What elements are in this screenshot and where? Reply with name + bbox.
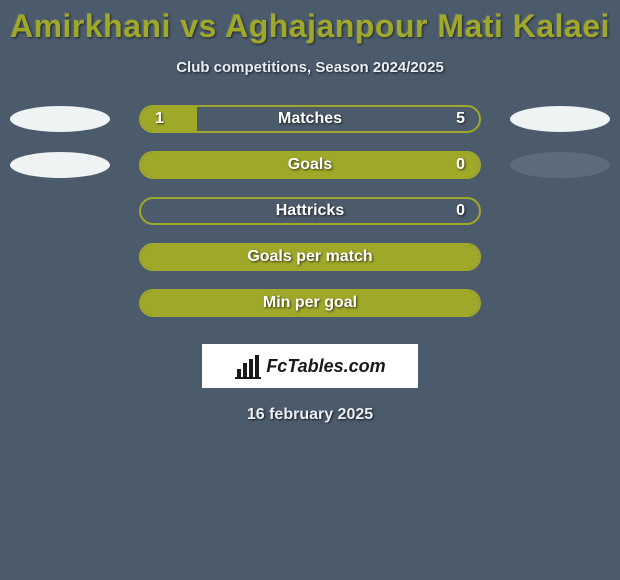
page-title: Amirkhani vs Aghajanpour Mati Kalaei [10, 8, 610, 45]
stat-row: Min per goal [0, 288, 620, 318]
stat-row: Goals0 [0, 150, 620, 180]
comparison-widget: Amirkhani vs Aghajanpour Mati Kalaei Clu… [0, 0, 620, 424]
stat-value-right: 0 [456, 153, 465, 177]
source-logo[interactable]: FcTables.com [202, 344, 418, 388]
stat-value-right: 5 [456, 107, 465, 131]
bar-chart-icon [234, 353, 262, 379]
stat-row: Goals per match [0, 242, 620, 272]
stat-bar: Hattricks0 [139, 197, 481, 225]
page-subtitle: Club competitions, Season 2024/2025 [176, 59, 444, 76]
stat-bar: Goals per match [139, 243, 481, 271]
stat-bar: Min per goal [139, 289, 481, 317]
bar-fill [141, 245, 479, 269]
stat-value-right: 0 [456, 199, 465, 223]
stat-bar: Goals0 [139, 151, 481, 179]
stat-row: Matches15 [0, 104, 620, 134]
snapshot-date: 16 february 2025 [247, 406, 373, 424]
player-right-indicator [510, 106, 610, 132]
stat-bar: Matches15 [139, 105, 481, 133]
stat-value-left: 1 [155, 107, 164, 131]
logo-text: FcTables.com [266, 356, 385, 377]
bar-fill-left [141, 153, 479, 177]
bar-fill [141, 291, 479, 315]
bar-fill-left [141, 107, 197, 131]
stat-rows-container: Matches15Goals0Hattricks0Goals per match… [0, 104, 620, 334]
player-right-indicator [510, 152, 610, 178]
player-left-indicator [10, 106, 110, 132]
stat-row: Hattricks0 [0, 196, 620, 226]
player-left-indicator [10, 152, 110, 178]
stat-label: Hattricks [141, 199, 479, 223]
